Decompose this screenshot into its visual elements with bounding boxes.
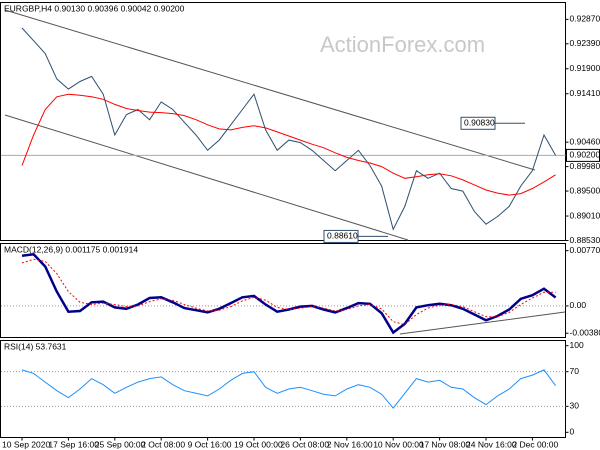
- x-tick-label: 17 Sep 16:00: [48, 439, 99, 449]
- x-tick-label: 2 Nov 16:00: [327, 439, 373, 449]
- y-tick-label: 100: [570, 340, 584, 350]
- watermark: ActionForex.com: [320, 32, 485, 57]
- y-tick-label: 0.89010: [570, 210, 600, 220]
- y-tick-label: 0.88530: [570, 235, 600, 245]
- channel-lower: [4, 114, 409, 241]
- channel-upper: [4, 9, 536, 171]
- y-tick-label: 0.92390: [570, 38, 600, 48]
- y-tick-label: 0.92870: [570, 14, 600, 24]
- last-price-label: 0.90200: [570, 150, 600, 160]
- series-line: [21, 252, 557, 335]
- y-tick-label: 0.007704: [570, 245, 600, 255]
- x-tick-label: 25 Sep 00:00: [95, 439, 146, 449]
- macd-title: MACD(12,26,9) 0.001175 0.001914: [4, 244, 138, 254]
- x-tick-label: 10 Sep 2020: [2, 439, 50, 449]
- y-tick-label: 0.89500: [570, 185, 600, 195]
- x-tick-label: 24 Nov 16:00: [466, 439, 517, 449]
- macd-trendline: [399, 311, 566, 335]
- annotation-box: [460, 116, 496, 130]
- y-tick-label: 30: [570, 401, 580, 411]
- series-line: [21, 93, 556, 196]
- rsi-title: RSI(14) 53.7631: [4, 341, 67, 351]
- annotation-box: [323, 229, 359, 243]
- series-line: [21, 27, 557, 231]
- x-tick-label: 2 Oct 08:00: [141, 439, 185, 449]
- x-tick-label: 26 Oct 08:00: [280, 439, 329, 449]
- price-title: EURGBP,H4 0.90130 0.90396 0.90042 0.9020…: [4, 3, 185, 13]
- y-tick-label: 0: [570, 427, 575, 437]
- y-tick-label: 70: [570, 366, 580, 376]
- y-tick-label: -0.003804: [570, 327, 600, 337]
- annotation-label: 0.88610: [327, 231, 358, 241]
- x-tick-label: 9 Oct 16:00: [188, 439, 232, 449]
- y-tick-label: 0.89980: [570, 161, 600, 171]
- series-line: [21, 258, 556, 326]
- x-tick-label: 19 Oct 00:00: [234, 439, 283, 449]
- x-tick-label: 10 Nov 00:00: [373, 439, 424, 449]
- x-tick-label: 17 Nov 08:00: [420, 439, 471, 449]
- y-tick-label: 0.00: [570, 300, 587, 310]
- annotation-label: 0.90830: [464, 118, 495, 128]
- y-tick-label: 0.91410: [570, 88, 600, 98]
- macd-panel: [0, 243, 566, 338]
- price-panel: [0, 2, 566, 241]
- series-line: [21, 369, 557, 409]
- y-tick-label: 0.91900: [570, 63, 600, 73]
- rsi-panel: [0, 340, 566, 438]
- x-tick-label: 2 Dec 00:00: [512, 439, 558, 449]
- y-tick-label: 0.90460: [570, 136, 600, 146]
